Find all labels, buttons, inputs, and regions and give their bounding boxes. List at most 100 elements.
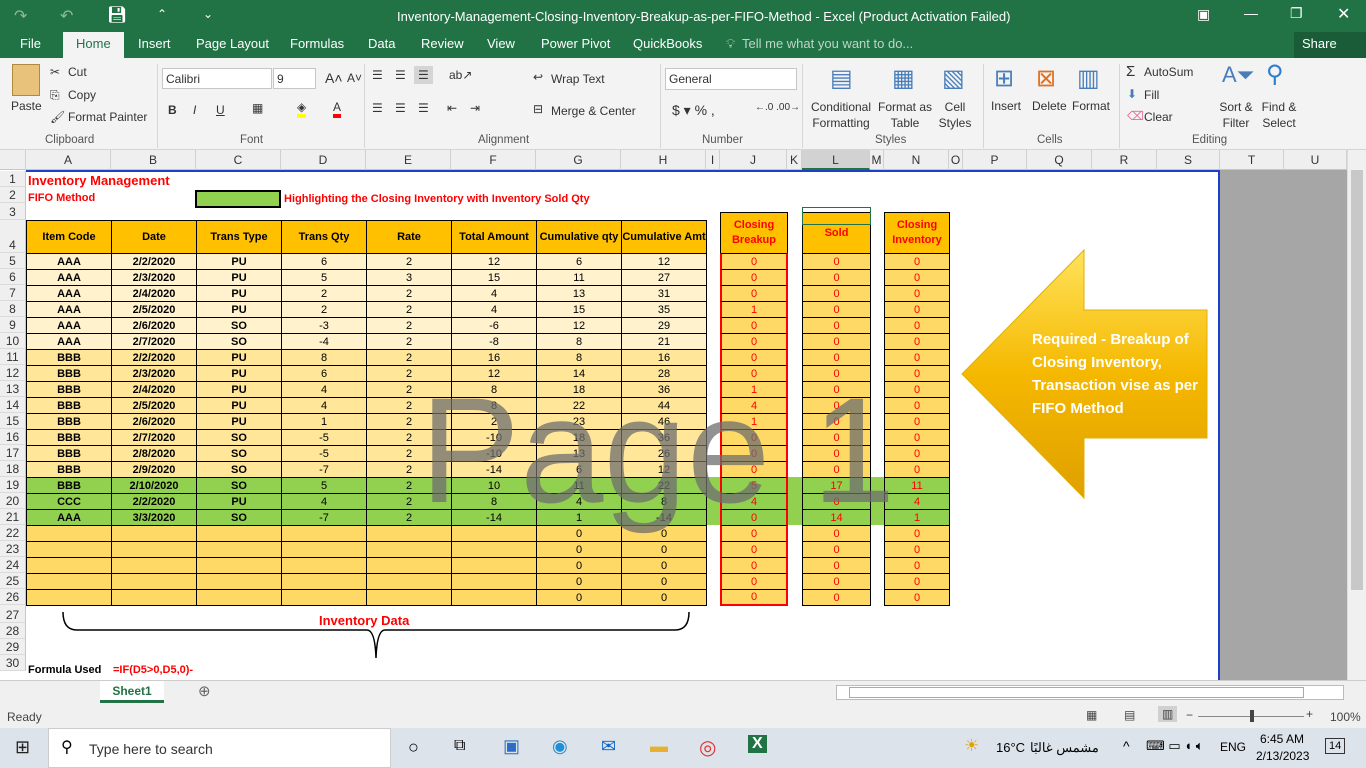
format-painter-button[interactable]: Format Painter (68, 110, 148, 124)
share-button[interactable]: Share (1294, 32, 1366, 58)
cell-G25[interactable]: 0 (536, 573, 622, 590)
cell-L5[interactable]: 0 (802, 253, 871, 270)
windows-start-icon[interactable]: ⊞ (15, 737, 31, 757)
cell-F24[interactable] (451, 557, 537, 574)
undo-icon[interactable]: ↶ (60, 8, 74, 25)
cell-N8[interactable]: 0 (884, 301, 950, 318)
cell-E8[interactable]: 2 (366, 301, 452, 318)
zoom-out-icon[interactable]: − (1186, 708, 1194, 722)
align-left-icon[interactable]: ☰ (372, 101, 383, 115)
row-header-23[interactable]: 23 (0, 541, 26, 557)
cell-A22[interactable] (26, 525, 112, 542)
cell-A26[interactable] (26, 589, 112, 606)
column-header-O[interactable]: O (949, 150, 963, 170)
cut-button[interactable]: Cut (68, 65, 87, 79)
column-header-A[interactable]: A (26, 150, 111, 170)
cell-N7[interactable]: 0 (884, 285, 950, 302)
cell-E26[interactable] (366, 589, 452, 606)
tab-view[interactable]: View (487, 36, 515, 51)
taskbar-search[interactable]: ⚲ Type here to search (48, 728, 391, 768)
tell-me-input[interactable]: Tell me what you want to do... (742, 36, 914, 51)
cell-D17[interactable]: -5 (281, 445, 367, 462)
file-explorer-icon[interactable]: ▬ (650, 736, 668, 756)
format-as-table-button[interactable]: Format as Table (877, 100, 932, 130)
cell-H10[interactable]: 21 (621, 333, 707, 350)
mail-icon[interactable]: ✉ (601, 736, 617, 756)
cell-B11[interactable]: 2/2/2020 (111, 349, 197, 366)
cell-N5[interactable]: 0 (884, 253, 950, 270)
clock-time[interactable]: 6:45 AM (1260, 732, 1305, 746)
cell-F6[interactable]: 15 (451, 269, 537, 286)
cell-H11[interactable]: 16 (621, 349, 707, 366)
align-right-icon[interactable]: ☰ (418, 101, 429, 115)
cell-A6[interactable]: AAA (26, 269, 112, 286)
cell-C22[interactable] (196, 525, 282, 542)
cell-F5[interactable]: 12 (451, 253, 537, 270)
row-header-7[interactable]: 7 (0, 285, 26, 301)
cell-G5[interactable]: 6 (536, 253, 622, 270)
cell-C23[interactable] (196, 541, 282, 558)
cell-H9[interactable]: 29 (621, 317, 707, 334)
cell-E5[interactable]: 2 (366, 253, 452, 270)
cell-A5[interactable]: AAA (26, 253, 112, 270)
tab-power-pivot[interactable]: Power Pivot (541, 36, 611, 51)
row-header-9[interactable]: 9 (0, 317, 26, 333)
column-header-P[interactable]: P (963, 150, 1027, 170)
store-icon[interactable]: ▣ (503, 736, 521, 756)
cell-L8[interactable]: 0 (802, 301, 871, 318)
cell-A21[interactable]: AAA (26, 509, 112, 526)
cell-A18[interactable]: BBB (26, 461, 112, 478)
cell-B6[interactable]: 2/3/2020 (111, 269, 197, 286)
cell-G9[interactable]: 12 (536, 317, 622, 334)
sheet-tab-sheet1[interactable]: Sheet1 (100, 681, 164, 703)
column-header-D[interactable]: D (281, 150, 366, 170)
cell-C24[interactable] (196, 557, 282, 574)
task-view-icon[interactable]: ⧉ (454, 737, 466, 754)
select-all-corner[interactable] (0, 150, 26, 170)
cell-N25[interactable]: 0 (884, 573, 950, 590)
tab-file[interactable]: File (20, 36, 41, 51)
row-header-3[interactable]: 3 (0, 203, 26, 220)
cell-H19[interactable]: 22 (621, 477, 707, 494)
cell-A17[interactable]: BBB (26, 445, 112, 462)
excel-taskbar-icon[interactable]: X (748, 735, 767, 753)
cell-C20[interactable]: PU (196, 493, 282, 510)
cell-D26[interactable] (281, 589, 367, 606)
vertical-scrollbar[interactable] (1347, 150, 1366, 680)
cell-D8[interactable]: 2 (281, 301, 367, 318)
column-header-F[interactable]: F (451, 150, 536, 170)
cell-C13[interactable]: PU (196, 381, 282, 398)
wrap-text-button[interactable]: Wrap Text (551, 72, 605, 86)
row-header-25[interactable]: 25 (0, 573, 26, 589)
column-header-S[interactable]: S (1157, 150, 1220, 170)
header-item-code[interactable]: Item Code (26, 220, 112, 254)
column-header-G[interactable]: G (536, 150, 621, 170)
cell-J6[interactable]: 0 (720, 269, 788, 286)
cortana-icon[interactable]: ○ (408, 737, 419, 757)
normal-view-icon[interactable]: ▦ (1086, 708, 1098, 722)
cell-D21[interactable]: -7 (281, 509, 367, 526)
column-header-N[interactable]: N (884, 150, 949, 170)
autosum-button[interactable]: AutoSum (1144, 65, 1194, 79)
cell-G26[interactable]: 0 (536, 589, 622, 606)
row-header-30[interactable]: 30 (0, 655, 26, 671)
tab-quickbooks[interactable]: QuickBooks (633, 36, 703, 51)
column-header-T[interactable]: T (1220, 150, 1284, 170)
cell-E10[interactable]: 2 (366, 333, 452, 350)
cell-L19[interactable]: 17 (802, 477, 871, 494)
italic-button[interactable]: I (193, 103, 197, 117)
paste-icon[interactable] (12, 64, 40, 96)
page-break-view-icon[interactable]: ▥ (1158, 706, 1178, 722)
cell-C21[interactable]: SO (196, 509, 282, 526)
header-cumulative-qty[interactable]: Cumulative qty (536, 220, 622, 254)
cell-B5[interactable]: 2/2/2020 (111, 253, 197, 270)
cell-N24[interactable]: 0 (884, 557, 950, 574)
cell-B15[interactable]: 2/6/2020 (111, 413, 197, 430)
conditional-formatting-button[interactable]: Conditional Formatting (810, 100, 872, 130)
cell-D22[interactable] (281, 525, 367, 542)
font-color-icon[interactable]: A (333, 100, 342, 118)
underline-button[interactable]: U (216, 103, 225, 117)
cell-D19[interactable]: 5 (281, 477, 367, 494)
cell-A8[interactable]: AAA (26, 301, 112, 318)
cell-E9[interactable]: 2 (366, 317, 452, 334)
